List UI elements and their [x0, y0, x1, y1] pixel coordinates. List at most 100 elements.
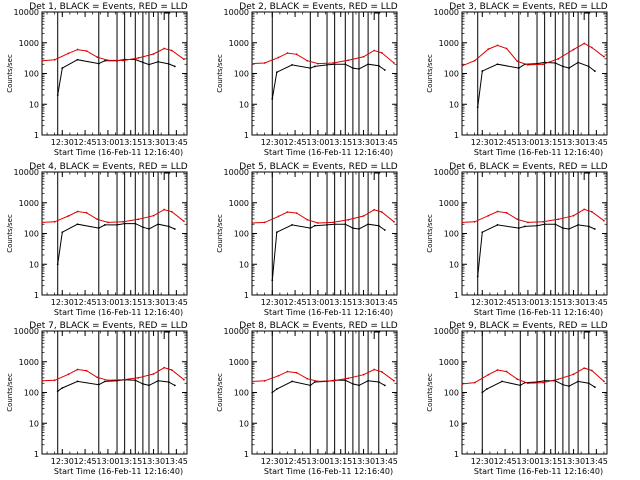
x-tick-label: 13:45 [375, 457, 398, 466]
data-point-events [554, 62, 557, 64]
data-point-events [561, 227, 564, 229]
y-tick-label: 100 [24, 70, 39, 79]
data-point-events [61, 387, 64, 389]
data-point-lld [170, 369, 173, 371]
data-point-events [543, 61, 546, 64]
data-point-lld [286, 370, 289, 373]
y-axis-label: Counts/sec [6, 214, 14, 253]
y-tick-label: 10000 [14, 327, 39, 336]
data-point-events [476, 106, 479, 109]
data-point-lld [380, 211, 383, 213]
x-axis-label: Start Time (16-Feb-11 12:16:40) [54, 308, 183, 317]
x-tick-label: 13:00 [306, 138, 329, 147]
data-point-lld [505, 47, 508, 50]
x-axis-label: Start Time (16-Feb-11 12:16:40) [54, 467, 183, 476]
data-point-lld [317, 222, 319, 224]
data-point-lld [527, 382, 529, 385]
data-point-events [377, 381, 380, 383]
x-tick-label: 13:30 [142, 457, 165, 466]
y-tick-label: 10000 [434, 327, 459, 336]
data-point-events [383, 229, 386, 231]
y-tick-label: 100 [234, 389, 249, 398]
detector-panel: Det 5, BLACK = Events, RED = LLD Counts/s… [216, 162, 398, 317]
data-point-events [568, 228, 570, 230]
y-axis-label: Counts/sec [426, 54, 434, 93]
x-axis-label: Start Time (16-Feb-11 12:16:40) [54, 148, 183, 157]
y-axis-label: Counts/sec [216, 373, 224, 412]
data-point-lld [306, 59, 309, 62]
y-tick-label: 1000 [229, 358, 249, 367]
x-tick-label: 13:15 [119, 138, 142, 147]
data-point-lld [122, 220, 125, 223]
range-bracket-icon [583, 331, 591, 339]
x-tick-label: 12:30 [471, 138, 494, 147]
x-axis-label: Start Time (16-Feb-11 12:16:40) [474, 148, 603, 157]
data-point-events [587, 65, 590, 68]
data-point-events [167, 63, 170, 65]
data-point-events [333, 63, 336, 66]
data-point-events [481, 391, 484, 394]
data-point-lld [122, 59, 125, 62]
y-tick-label: 1 [34, 450, 39, 459]
data-point-events [157, 379, 160, 382]
data-point-lld [487, 48, 490, 51]
data-point-lld [583, 208, 586, 211]
data-point-lld [53, 58, 56, 61]
data-point-events [383, 384, 386, 387]
data-point-lld [516, 60, 519, 63]
data-point-events [367, 63, 370, 66]
x-tick-label: 12:30 [471, 457, 494, 466]
data-point-lld [487, 214, 490, 217]
y-tick-label: 10 [239, 260, 249, 269]
y-tick-label: 10000 [434, 168, 459, 177]
y-tick-label: 10 [239, 100, 249, 109]
data-point-events [377, 224, 380, 227]
data-point-events [561, 383, 564, 386]
data-point-lld [107, 59, 109, 62]
data-point-lld [496, 210, 499, 213]
data-point-lld [96, 218, 99, 221]
data-point-events [476, 275, 479, 278]
data-point-events [351, 227, 354, 229]
x-tick-label: 12:30 [471, 298, 494, 307]
x-tick-label: 13:15 [539, 138, 562, 147]
y-axis-label: Counts/sec [6, 54, 14, 93]
x-tick-label: 13:00 [516, 298, 539, 307]
y-tick-label: 100 [234, 70, 249, 79]
plot-frame [251, 11, 398, 136]
detector-panel: Det 8, BLACK = Events, RED = LLD Counts/s… [216, 321, 398, 476]
series-line-events [57, 223, 175, 265]
data-point-events [275, 388, 278, 390]
data-point-lld [461, 383, 464, 385]
data-point-events [496, 63, 499, 66]
x-tick-label: 13:00 [306, 457, 329, 466]
data-point-events [593, 228, 596, 230]
data-point-events [148, 228, 150, 230]
data-point-lld [347, 59, 350, 62]
data-point-events [76, 380, 79, 383]
data-point-lld [496, 369, 499, 371]
y-tick-label: 100 [234, 230, 249, 239]
x-tick-label: 13:15 [329, 138, 352, 147]
data-point-lld [590, 46, 593, 49]
series-line-events [57, 59, 175, 96]
data-point-events [134, 379, 137, 382]
data-point-lld [362, 373, 365, 376]
data-point-events [148, 384, 150, 387]
data-point-events [173, 228, 176, 230]
data-point-lld [183, 58, 185, 61]
data-point-events [333, 223, 336, 226]
series-line-lld [462, 367, 605, 385]
panel-title: Det 3, BLACK = Events, RED = LLD [449, 2, 608, 12]
data-point-events [358, 228, 360, 230]
x-tick-label: 13:00 [516, 138, 539, 147]
x-tick-label: 13:30 [562, 298, 585, 307]
plot-frame [461, 171, 608, 296]
data-point-lld [332, 221, 335, 224]
y-tick-label: 100 [24, 389, 39, 398]
x-tick-label: 12:45 [494, 298, 517, 307]
y-tick-label: 1 [454, 450, 459, 459]
data-point-lld [96, 56, 99, 59]
y-tick-label: 100 [24, 230, 39, 239]
range-bracket-icon [163, 172, 171, 180]
